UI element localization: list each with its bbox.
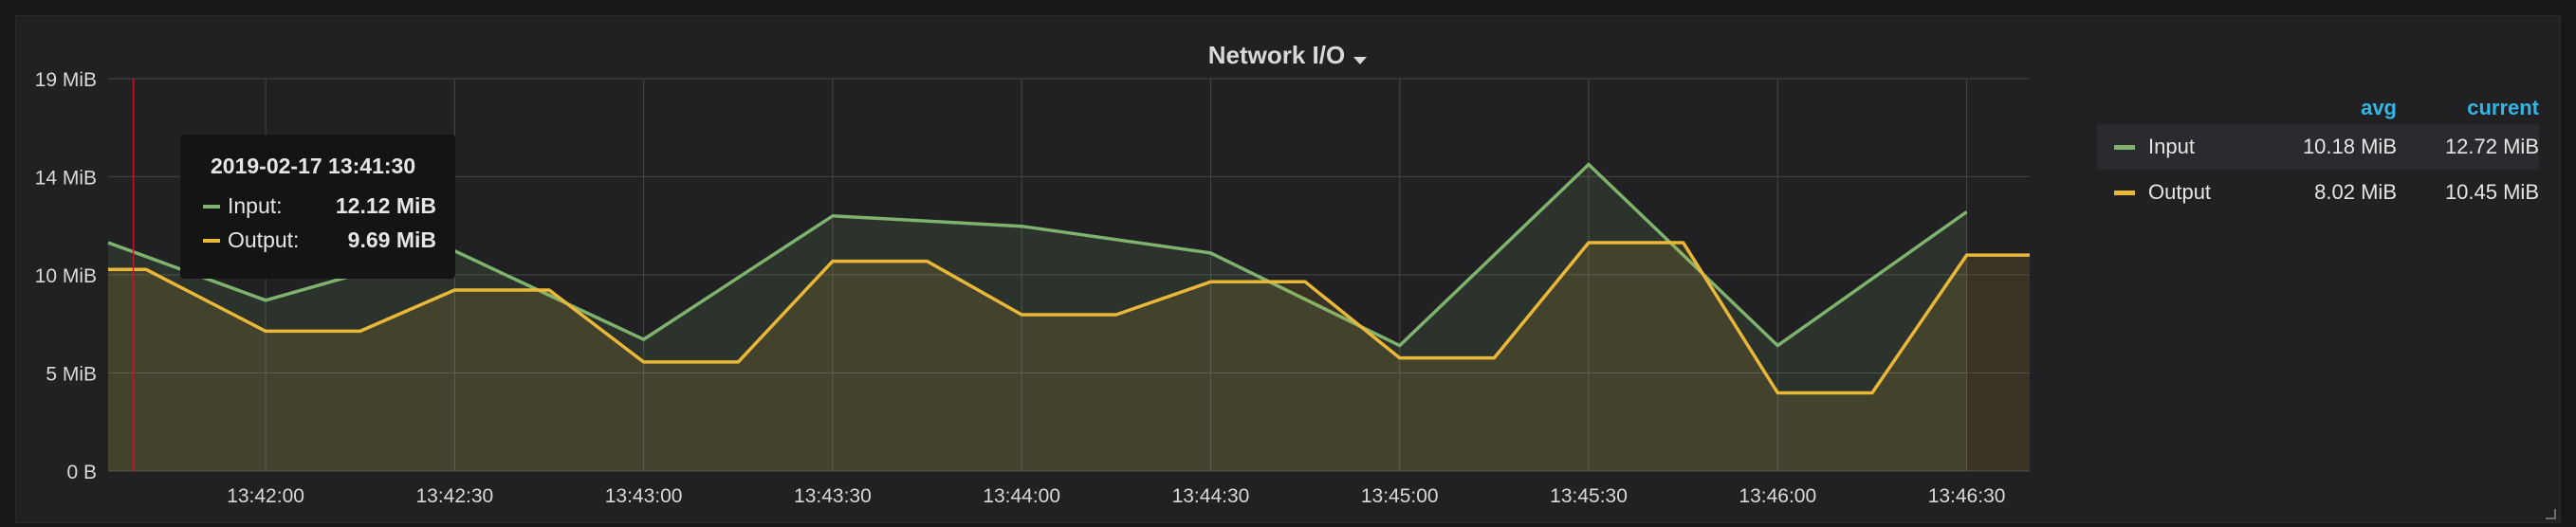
legend-item-current: 12.72 MiB: [2444, 135, 2539, 158]
caret-down-icon[interactable]: [1352, 43, 1368, 72]
panel-title-text: Network I/O: [1207, 41, 1346, 69]
tooltip-label: Input:: [228, 193, 283, 218]
tooltip-swatch-output: [203, 238, 220, 243]
x-tick-label: 13:46:30: [1928, 485, 2006, 507]
tooltip-row-output: Output: 9.69 MiB: [203, 227, 436, 253]
legend-item-label[interactable]: Output: [2148, 180, 2212, 204]
tooltip-row-input: Input: 12.12 MiB: [203, 193, 436, 219]
x-tick-label: 13:46:00: [1739, 485, 1816, 507]
tooltip-swatch-input: [203, 204, 220, 209]
y-tick-label: 5 MiB: [46, 363, 97, 385]
x-tick-label: 13:43:30: [794, 485, 872, 507]
x-tick-label: 13:45:30: [1550, 485, 1628, 507]
legend-item-current: 10.45 MiB: [2444, 180, 2539, 204]
x-tick-label: 13:43:00: [605, 485, 683, 507]
y-tick-label: 14 MiB: [35, 167, 97, 189]
legend-item-label[interactable]: Input: [2148, 135, 2195, 158]
legend-swatch-output: [2114, 190, 2135, 195]
x-tick-label: 13:45:00: [1361, 485, 1439, 507]
y-tick-label: 0 B: [66, 462, 97, 483]
y-tick-label: 19 MiB: [35, 69, 97, 91]
x-tick-label: 13:42:00: [227, 485, 304, 507]
tooltip-time: 2019-02-17 13:41:30: [211, 154, 416, 178]
series-area-output: [108, 243, 2030, 471]
y-tick-label: 10 MiB: [35, 265, 97, 287]
x-tick-label: 13:44:30: [1172, 485, 1250, 507]
tooltip-value: 12.12 MiB: [335, 193, 436, 218]
legend: avg current Input 10.18 MiB 12.72 MiB Ou…: [2097, 92, 2539, 215]
legend-item-output[interactable]: Output 8.02 MiB 10.45 MiB: [2097, 170, 2539, 215]
legend-item-input[interactable]: Input 10.18 MiB 12.72 MiB: [2097, 124, 2539, 170]
legend-header: avg current: [2097, 92, 2539, 124]
panel-title[interactable]: Network I/O: [16, 41, 2560, 72]
legend-header-current[interactable]: current: [2467, 96, 2539, 119]
legend-swatch-input: [2114, 144, 2135, 150]
series-line-output: [108, 241, 2030, 395]
resize-handle-icon[interactable]: [2545, 507, 2556, 519]
tooltip-label: Output:: [228, 227, 300, 252]
x-tick-label: 13:42:30: [415, 485, 493, 507]
series-area-input: [108, 164, 1967, 471]
legend-item-avg: 8.02 MiB: [2314, 180, 2397, 204]
x-tick-label: 13:44:00: [983, 485, 1060, 507]
hover-tooltip: 2019-02-17 13:41:30 Input: 12.12 MiB Out…: [180, 135, 455, 279]
legend-header-avg[interactable]: avg: [2361, 96, 2397, 119]
legend-item-avg: 10.18 MiB: [2302, 135, 2397, 158]
tooltip-value: 9.69 MiB: [347, 227, 436, 252]
